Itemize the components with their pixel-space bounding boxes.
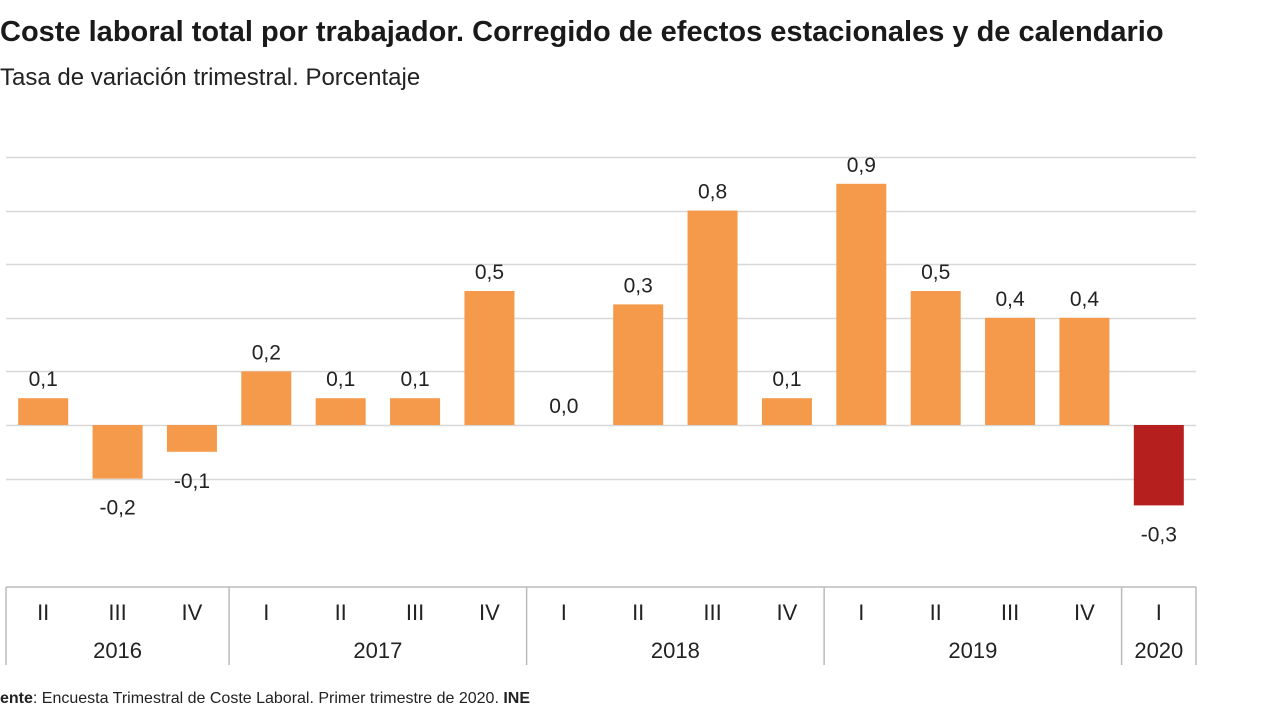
bar: [985, 317, 1036, 425]
data-labels: 0,1 -0,2 -0,1 0,2 0,1 0,1 0,5 0,0 0,3 0,8 0,1 0,9 0,…: [29, 154, 1177, 547]
source-text: : Encuesta Trimestral de Coste Laboral. …: [32, 690, 504, 707]
bar: [464, 291, 515, 425]
bar: [92, 425, 143, 479]
data-label: 0,9: [847, 154, 876, 177]
year-label: 2016: [93, 638, 142, 663]
bar: [1059, 317, 1110, 425]
data-label: -0,3: [1141, 523, 1177, 546]
data-label: 0,4: [995, 288, 1025, 311]
bar: [1133, 425, 1184, 506]
tick-label: I: [263, 600, 269, 625]
tick-label: II: [37, 600, 49, 625]
tick-label: IV: [777, 600, 798, 625]
bar: [166, 425, 217, 452]
bar: [18, 398, 69, 425]
bar: [390, 398, 441, 425]
tick-label: III: [703, 600, 721, 625]
bar: [910, 291, 961, 425]
chart-subtitle: Tasa de variación trimestral. Porcentaje: [0, 64, 421, 91]
tick-label: III: [108, 600, 126, 625]
source-note: ente: Encuesta Trimestral de Coste Labor…: [0, 690, 530, 708]
year-label: 2020: [1134, 638, 1183, 663]
data-label: 0,0: [549, 395, 578, 418]
data-label: 0,4: [1070, 288, 1100, 311]
data-label: 0,8: [698, 181, 727, 204]
source-org: INE: [503, 690, 530, 707]
bar: [836, 183, 887, 425]
bars: [18, 183, 1184, 506]
tick-label: II: [632, 600, 644, 625]
data-label: -0,2: [99, 497, 135, 520]
source-label: ente: [0, 690, 33, 707]
bar: [687, 210, 738, 425]
chart-title: Coste laboral total por trabajador. Corr…: [0, 16, 1164, 48]
tick-label: II: [335, 600, 347, 625]
data-label: 0,2: [252, 341, 281, 364]
data-label: 0,1: [400, 368, 429, 391]
data-label: 0,5: [921, 261, 950, 284]
data-label: 0,1: [772, 368, 801, 391]
tick-label: III: [1001, 600, 1019, 625]
data-label: 0,1: [326, 368, 355, 391]
data-label: 0,5: [475, 261, 504, 284]
data-label: 0,3: [624, 274, 653, 297]
bar: [761, 398, 812, 425]
bar: [315, 398, 366, 425]
tick-label: I: [1156, 600, 1162, 625]
tick-label: III: [406, 600, 424, 625]
tick-label: IV: [479, 600, 500, 625]
year-label: 2018: [651, 638, 700, 663]
tick-label: IV: [182, 600, 203, 625]
bar: [613, 304, 664, 425]
tick-label: IV: [1074, 600, 1095, 625]
tick-label: I: [858, 600, 864, 625]
year-label: 2017: [353, 638, 402, 663]
data-label: -0,1: [174, 470, 210, 493]
data-label: 0,1: [29, 368, 58, 391]
tick-label: II: [930, 600, 942, 625]
bar: [241, 371, 292, 425]
tick-label: I: [561, 600, 567, 625]
year-label: 2019: [948, 638, 997, 663]
